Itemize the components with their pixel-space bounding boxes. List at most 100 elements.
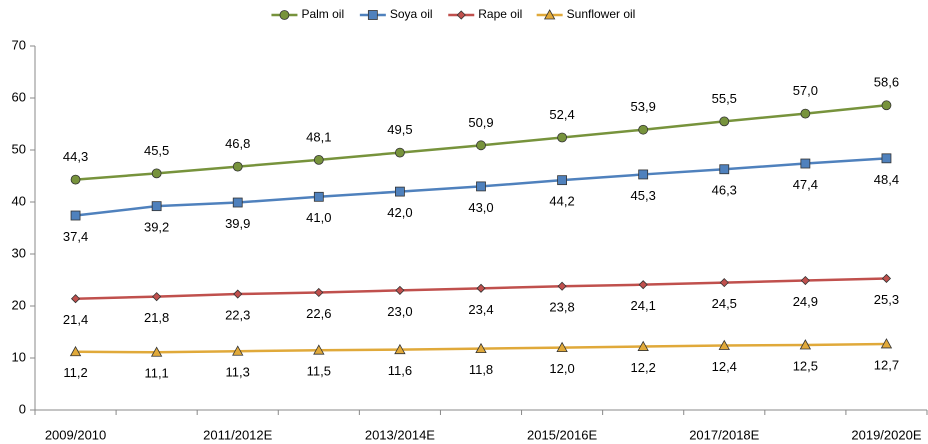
marker xyxy=(367,10,378,20)
marker xyxy=(881,273,892,284)
data-label: 21,4 xyxy=(63,312,88,327)
marker xyxy=(637,340,649,351)
marker xyxy=(638,280,648,290)
data-label: 12,4 xyxy=(712,359,737,374)
marker xyxy=(880,338,893,349)
marker xyxy=(718,339,730,350)
marker xyxy=(800,275,810,286)
data-label: 23,8 xyxy=(549,300,574,315)
data-label: 42,0 xyxy=(387,205,412,220)
data-label: 25,3 xyxy=(874,292,899,307)
marker xyxy=(638,124,649,135)
data-label: 43,0 xyxy=(468,200,493,215)
legend-label: Rape oil xyxy=(478,7,522,21)
y-tick-label: 30 xyxy=(12,245,26,260)
y-tick-label: 70 xyxy=(12,37,26,52)
y-tick-label: 0 xyxy=(19,401,26,416)
data-label: 24,1 xyxy=(631,298,656,313)
data-label: 22,3 xyxy=(225,307,250,322)
data-label: 58,6 xyxy=(874,75,899,90)
y-tick-label: 10 xyxy=(12,349,26,364)
data-label: 46,8 xyxy=(225,136,250,151)
marker xyxy=(233,289,243,299)
data-label: 12,7 xyxy=(874,357,899,372)
data-label: 23,0 xyxy=(387,304,412,319)
marker xyxy=(313,344,325,355)
x-tick-label: 2017/2018E xyxy=(689,427,759,442)
marker xyxy=(557,175,567,186)
marker xyxy=(476,283,486,293)
data-label: 57,0 xyxy=(793,83,818,98)
marker xyxy=(638,169,649,180)
data-label: 55,5 xyxy=(712,91,737,106)
data-label: 11,5 xyxy=(307,364,331,379)
data-label: 24,5 xyxy=(712,296,737,311)
data-label: 45,3 xyxy=(631,188,656,203)
x-tick-label: 2009/2010 xyxy=(45,427,106,442)
y-tick-label: 20 xyxy=(12,297,26,312)
marker xyxy=(476,181,486,192)
data-label: 24,9 xyxy=(793,294,818,309)
data-label: 48,4 xyxy=(874,172,899,187)
data-label: 52,4 xyxy=(549,107,574,122)
marker xyxy=(279,10,290,20)
data-label: 11,1 xyxy=(144,366,168,381)
data-label: 12,2 xyxy=(631,360,656,375)
marker xyxy=(152,292,162,302)
marker xyxy=(150,346,163,357)
marker xyxy=(543,9,556,20)
data-label: 41,0 xyxy=(306,210,331,225)
marker xyxy=(476,140,486,151)
data-label: 46,3 xyxy=(712,183,737,198)
marker xyxy=(881,153,892,164)
marker xyxy=(556,341,568,352)
data-label: 11,3 xyxy=(226,365,250,380)
data-label: 22,6 xyxy=(306,306,331,321)
marker xyxy=(800,108,811,119)
marker xyxy=(719,116,730,127)
marker xyxy=(70,294,81,304)
marker xyxy=(70,174,81,185)
data-label: 47,4 xyxy=(793,177,818,192)
marker xyxy=(475,342,487,354)
legend-label: Palm oil xyxy=(301,7,344,21)
legend-label: Soya oil xyxy=(390,7,433,21)
x-tick-label: 2013/2014E xyxy=(365,427,435,442)
data-label: 37,4 xyxy=(63,229,88,244)
x-tick-label: 2015/2016E xyxy=(527,427,597,442)
marker xyxy=(799,339,812,350)
marker xyxy=(151,168,162,179)
x-tick-label: 2019/2020E xyxy=(851,427,921,442)
data-label: 21,8 xyxy=(144,310,169,325)
data-label: 48,1 xyxy=(306,129,331,144)
marker xyxy=(395,285,405,295)
data-label: 44,3 xyxy=(63,149,88,164)
data-label: 44,2 xyxy=(549,194,574,209)
data-label: 53,9 xyxy=(631,99,656,114)
marker xyxy=(456,10,466,20)
marker xyxy=(395,147,405,158)
marker xyxy=(313,191,324,202)
data-label: 12,0 xyxy=(549,361,574,376)
marker xyxy=(232,197,243,208)
data-label: 11,2 xyxy=(63,365,87,380)
marker xyxy=(394,343,406,355)
data-label: 45,5 xyxy=(144,143,169,158)
marker xyxy=(719,164,730,175)
marker xyxy=(313,154,324,165)
marker xyxy=(557,281,567,291)
data-label: 49,5 xyxy=(387,122,412,137)
marker xyxy=(151,201,162,212)
x-tick-label: 2011/2012E xyxy=(203,427,272,442)
marker xyxy=(557,132,567,143)
marker xyxy=(800,158,811,169)
data-label: 39,2 xyxy=(144,220,169,235)
data-label: 39,9 xyxy=(225,216,250,231)
y-tick-label: 40 xyxy=(12,193,26,208)
y-tick-label: 50 xyxy=(12,141,26,156)
y-tick-label: 60 xyxy=(12,89,26,104)
marker xyxy=(70,210,81,221)
data-label: 23,4 xyxy=(468,302,493,317)
marker xyxy=(314,287,324,298)
